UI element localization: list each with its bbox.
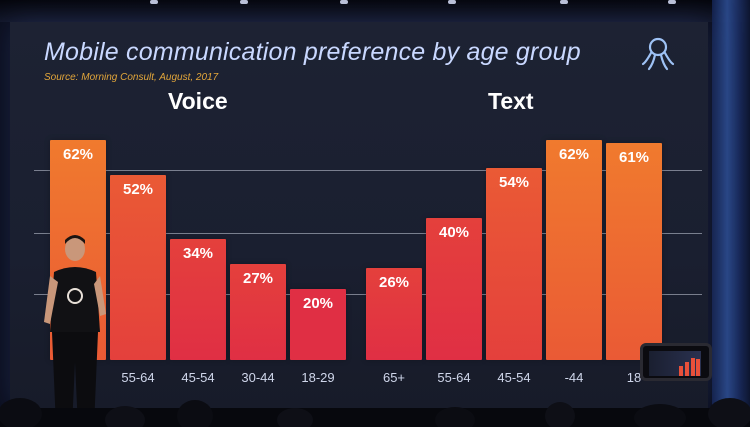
bar-value-label: 20% [302, 295, 334, 312]
slide-title: Mobile communication preference by age g… [44, 38, 581, 66]
category-label: 65+ [382, 370, 406, 385]
bar-value-label: 27% [242, 270, 274, 288]
audience-silhouettes [0, 398, 750, 427]
category-label: 55-64 [437, 370, 471, 385]
ceiling-light-icon [560, 0, 568, 4]
bar-value-label: 61% [618, 149, 650, 167]
category-label: 18-29 [301, 370, 335, 385]
projection-screen: Mobile communication preference by age g… [10, 22, 708, 408]
category-label: -44 [564, 370, 584, 385]
category-label: 45-54 [181, 370, 215, 385]
stage-wall-lighting [712, 0, 750, 427]
octopus-logo-icon [641, 37, 675, 71]
bar-value-label: 62% [62, 145, 94, 163]
bar-voice-2: 34% [170, 239, 226, 360]
bar-text-0: 26% [366, 267, 422, 360]
ceiling-light-icon [668, 0, 676, 4]
bar-value-label: 34% [182, 245, 214, 263]
bar-value-label: 52% [122, 181, 154, 199]
phone-screen [649, 351, 701, 376]
bar-text-1: 40% [426, 218, 482, 360]
bar-voice-4: 20% [290, 289, 346, 360]
venue-ceiling [0, 0, 750, 22]
category-label: 55-64 [121, 370, 155, 385]
ceiling-light-icon [240, 0, 248, 4]
ceiling-light-icon [340, 0, 348, 4]
category-label: 30-44 [241, 370, 275, 385]
ceiling-light-icon [150, 0, 158, 4]
bar-value-label: 26% [378, 273, 410, 291]
bar-voice-1: 52% [110, 175, 166, 360]
ceiling-light-icon [448, 0, 456, 4]
bar-value-label: 40% [438, 224, 470, 241]
presenter-figure [44, 235, 106, 427]
gridline [34, 170, 702, 171]
category-label: 45-54 [497, 370, 531, 385]
bar-voice-3: 27% [230, 264, 286, 360]
audience-phone [640, 343, 712, 381]
bar-value-label: 62% [558, 145, 590, 163]
bar-text-4: 61% [606, 143, 662, 360]
voice-group-label: Voice [168, 88, 228, 114]
category-label: 18 [626, 370, 642, 385]
bar-value-label: 54% [498, 174, 530, 192]
bar-text-2: 54% [486, 168, 542, 360]
gridline [34, 233, 702, 234]
slide-source: Source: Morning Consult, August, 2017 [44, 72, 219, 83]
text-group-label: Text [488, 88, 534, 114]
bar-text-3: 62% [546, 139, 602, 360]
